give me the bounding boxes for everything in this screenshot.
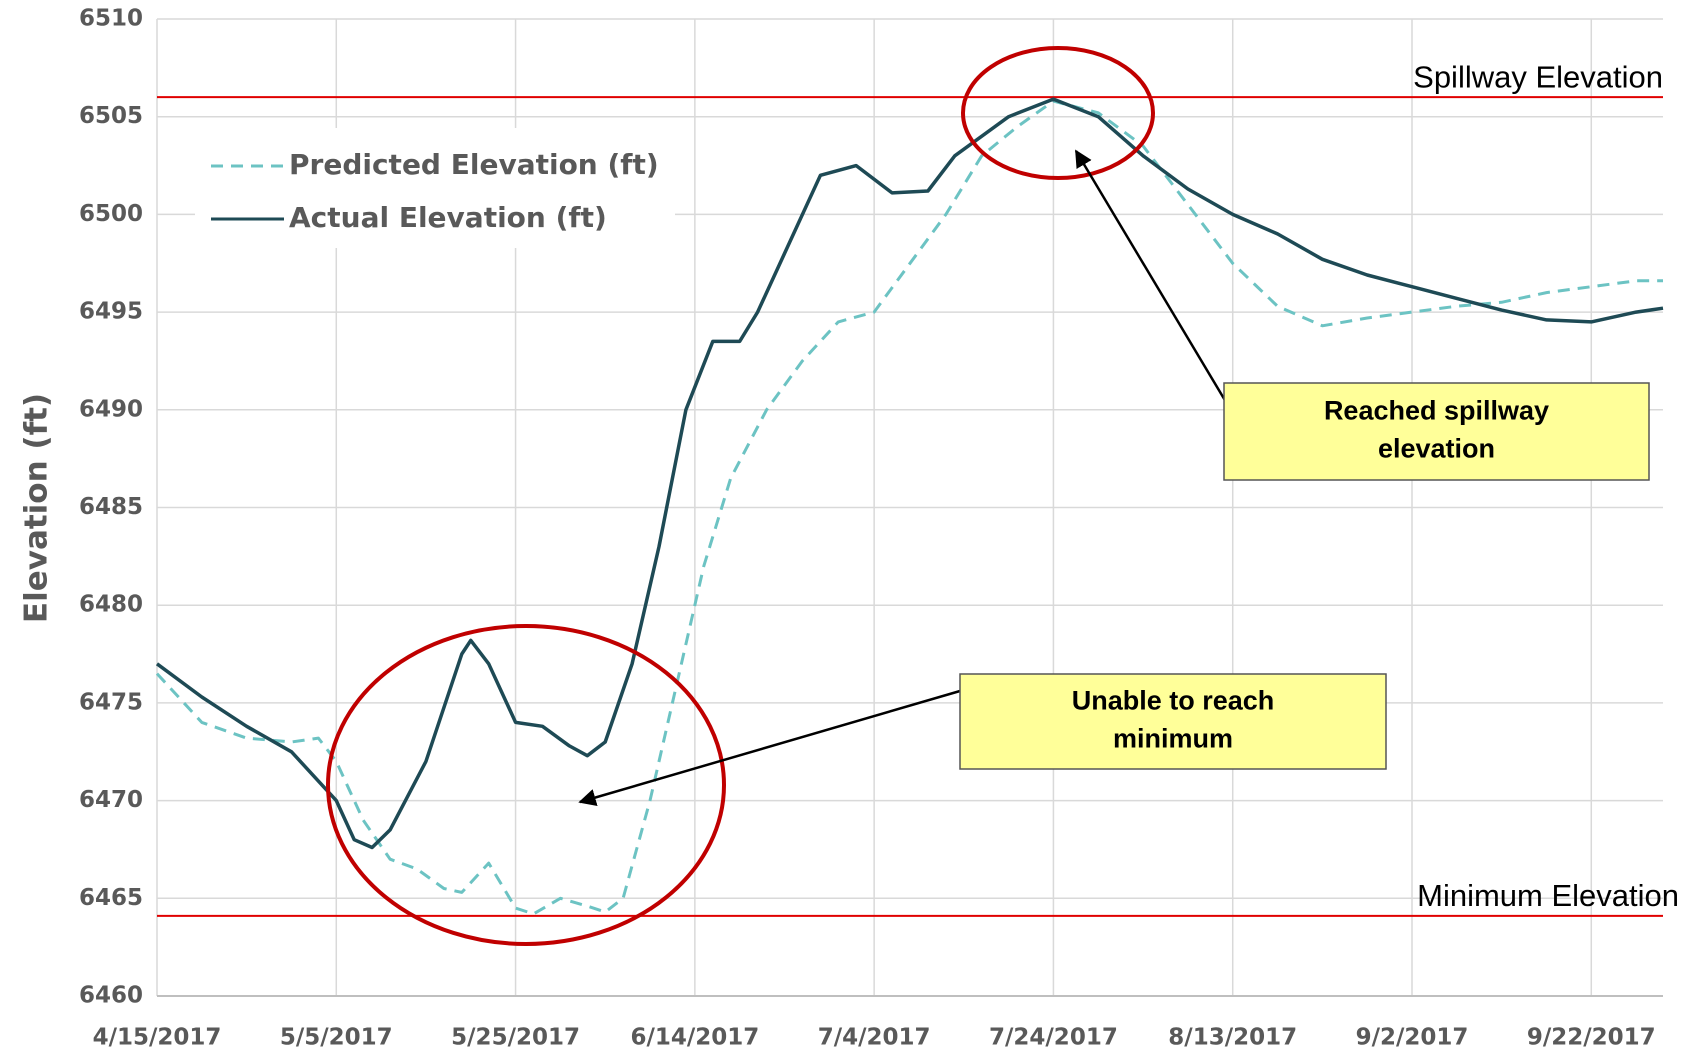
annotation-arrow — [1074, 149, 1228, 403]
y-tick-label: 6485 — [79, 494, 143, 520]
legend-label: Actual Elevation (ft) — [289, 201, 607, 234]
x-tick-label: 5/5/2017 — [280, 1025, 393, 1051]
annotation-text: Reached spillway — [1324, 396, 1549, 426]
x-tick-label: 9/22/2017 — [1527, 1025, 1656, 1051]
legend-box — [195, 128, 675, 248]
annotation-text: Unable to reach — [1072, 686, 1275, 716]
y-tick-label: 6495 — [79, 299, 143, 325]
legend: Predicted Elevation (ft) Actual Elevation… — [195, 128, 675, 248]
series-line — [155, 99, 1663, 916]
annotation-text: minimum — [1113, 724, 1233, 754]
annotation-box — [959, 673, 1387, 770]
x-tick-label: 5/25/2017 — [451, 1025, 580, 1051]
annotation-box — [1223, 382, 1650, 481]
annotation-text: elevation — [1378, 434, 1495, 464]
y-tick-label: 6505 — [79, 103, 143, 129]
series-line — [155, 97, 1664, 850]
reference-label: Minimum Elevation — [1417, 878, 1679, 913]
x-tick-label: 8/13/2017 — [1168, 1025, 1297, 1051]
y-tick-label: 6460 — [79, 983, 143, 1009]
y-tick-label: 6475 — [79, 689, 143, 715]
x-tick-label: 7/4/2017 — [818, 1025, 931, 1051]
y-tick-label: 6480 — [79, 592, 143, 618]
y-tick-label: 6470 — [79, 787, 143, 813]
x-tick-label: 7/24/2017 — [989, 1025, 1118, 1051]
x-tick-label: 4/15/2017 — [93, 1025, 222, 1051]
x-tick-label: 6/14/2017 — [630, 1025, 759, 1051]
legend-label: Predicted Elevation (ft) — [289, 148, 659, 181]
y-tick-label: 6465 — [79, 885, 143, 911]
highlight-ellipse — [961, 46, 1155, 180]
annotation-arrow — [578, 689, 961, 806]
x-tick-label: 9/2/2017 — [1356, 1025, 1469, 1051]
y-tick-label: 6510 — [79, 6, 143, 32]
reference-label: Spillway Elevation — [1413, 59, 1663, 94]
y-axis-label: Elevation (ft) — [19, 393, 55, 623]
y-tick-label: 6490 — [79, 396, 143, 422]
y-tick-label: 6500 — [79, 201, 143, 227]
highlight-ellipse — [326, 624, 726, 946]
